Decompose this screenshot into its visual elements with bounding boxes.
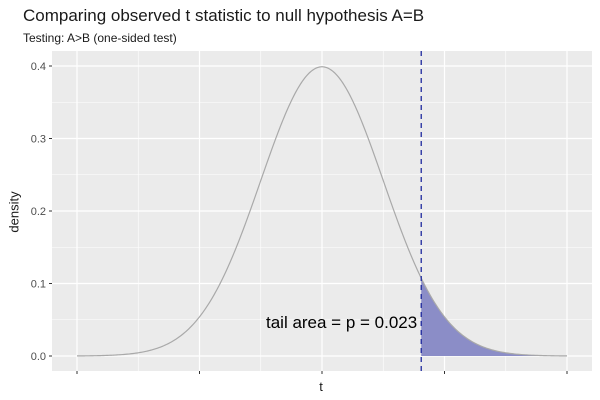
y-tick-label: 0.4 xyxy=(31,61,46,73)
chart-subtitle: Testing: A>B (one-sided test) xyxy=(23,31,177,45)
y-tick-label: 0.3 xyxy=(31,134,46,146)
y-tick-label: 0.2 xyxy=(31,206,46,218)
x-axis-label: t xyxy=(319,379,323,394)
y-tick-label: 0.0 xyxy=(31,351,46,363)
y-tick-label: 0.1 xyxy=(31,279,46,291)
density-curve xyxy=(76,66,568,357)
chart-title: Comparing observed t statistic to null h… xyxy=(23,6,425,25)
p-value-annotation: tail area = p = 0.023 xyxy=(266,313,417,332)
tail-area xyxy=(421,278,567,356)
